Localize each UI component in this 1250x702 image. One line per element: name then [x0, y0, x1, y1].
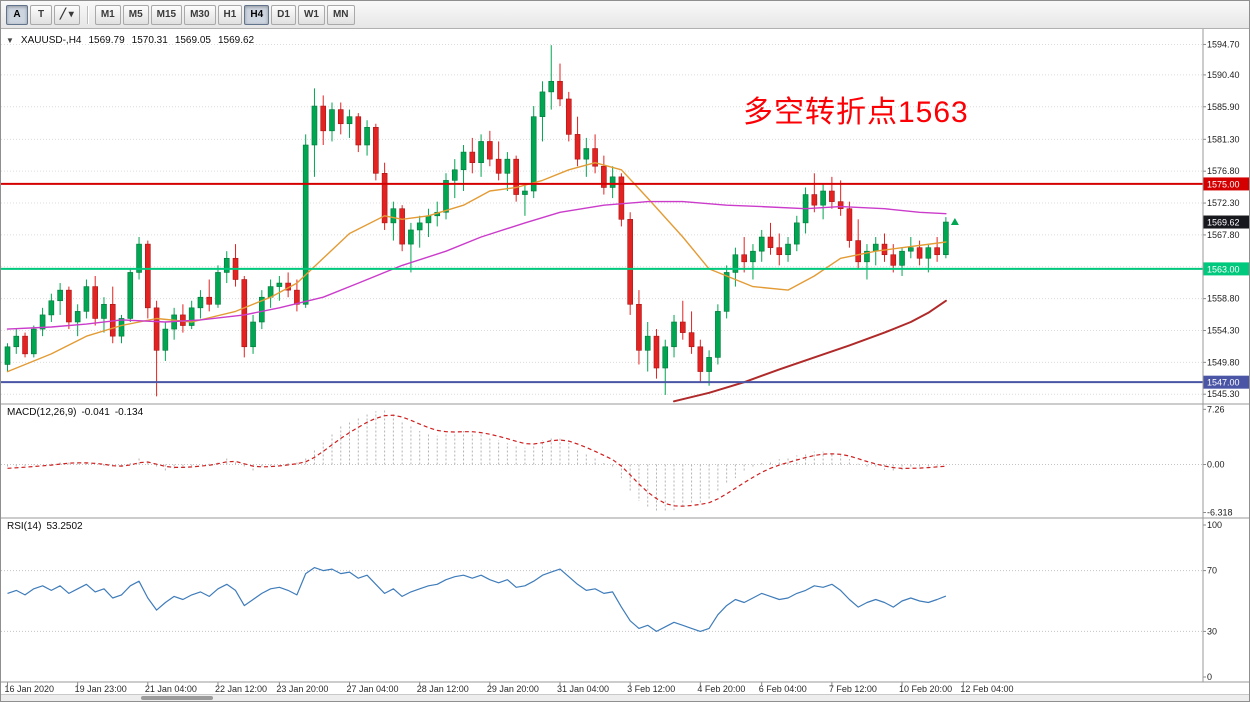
svg-text:3 Feb 12:00: 3 Feb 12:00 [627, 684, 675, 694]
timeframe-button-m5[interactable]: M5 [122, 5, 149, 25]
rsi-panel: 100 70 30 0 [1, 520, 1222, 682]
annotation-tool-button[interactable]: A [6, 5, 28, 25]
timeframe-button-w1[interactable]: W1 [297, 5, 325, 25]
svg-text:1590.40: 1590.40 [1207, 70, 1240, 80]
svg-text:31 Jan 04:00: 31 Jan 04:00 [557, 684, 609, 694]
svg-text:1594.70: 1594.70 [1207, 39, 1240, 49]
cursor-tool-button[interactable]: T [30, 5, 52, 25]
ma-long-darkred [673, 299, 947, 403]
macd-indicator-label: MACD(12,26,9) -0.041 -0.134 [7, 407, 143, 418]
svg-text:7.26: 7.26 [1207, 404, 1225, 414]
svg-text:6 Feb 04:00: 6 Feb 04:00 [759, 684, 807, 694]
quote-bar: ▼ XAUUSD-,H4 1569.79 1570.31 1569.05 156… [6, 35, 254, 46]
time-axis: 16 Jan 2020 19 Jan 23:00 21 Jan 04:00 22 Ja… [5, 682, 1013, 694]
ma-fast-orange [6, 162, 947, 373]
chart-canvas[interactable]: 1594.70 1590.40 1585.90 1581.30 1576.80 1572.… [1, 29, 1250, 702]
price-axis: 1594.70 1590.40 1585.90 1581.30 1576.80 1572.… [1203, 39, 1249, 399]
toolbar: A T ╱ ▾ M1 M5 M15 M30 H1 H4 D1 W1 MN [1, 1, 1249, 29]
svg-text:23 Jan 20:00: 23 Jan 20:00 [276, 684, 328, 694]
svg-text:28 Jan 12:00: 28 Jan 12:00 [417, 684, 469, 694]
macd-main-value: -0.041 [81, 407, 110, 418]
svg-text:1567.80: 1567.80 [1207, 230, 1240, 240]
svg-text:0.00: 0.00 [1207, 460, 1225, 470]
svg-text:21 Jan 04:00: 21 Jan 04:00 [145, 684, 197, 694]
ma-slow-magenta [6, 200, 947, 330]
level-lines-layer [1, 182, 1203, 384]
rsi-indicator-label: RSI(14) 53.2502 [7, 521, 83, 532]
svg-text:16 Jan 2020: 16 Jan 2020 [5, 684, 55, 694]
svg-text:1547.00: 1547.00 [1207, 378, 1240, 388]
quote-close: 1569.62 [217, 35, 255, 46]
marker-layer [950, 218, 959, 226]
macd-panel: 7.26 0.00 -6.318 [1, 404, 1233, 518]
scrollbar-thumb[interactable] [141, 696, 213, 700]
svg-text:7 Feb 12:00: 7 Feb 12:00 [829, 684, 877, 694]
svg-text:1569.62: 1569.62 [1207, 218, 1240, 228]
grid-layer [1, 43, 1203, 395]
timeframe-button-d1[interactable]: D1 [271, 5, 296, 25]
separators [1, 29, 1249, 683]
svg-text:12 Feb 04:00: 12 Feb 04:00 [960, 684, 1013, 694]
quote-high: 1570.31 [131, 35, 168, 46]
svg-text:-6.318: -6.318 [1207, 508, 1233, 518]
svg-text:0: 0 [1207, 672, 1212, 682]
quote-open: 1569.79 [88, 35, 125, 46]
svg-text:19 Jan 23:00: 19 Jan 23:00 [75, 684, 127, 694]
quote-low: 1569.05 [174, 35, 211, 46]
svg-text:1575.00: 1575.00 [1207, 179, 1240, 189]
buy-arrow-icon [950, 218, 959, 226]
timeframe-button-h1[interactable]: H1 [217, 5, 243, 25]
rsi-value: 53.2502 [46, 521, 83, 532]
line-tool-dropdown[interactable]: ╱ ▾ [54, 5, 80, 25]
macd-title: MACD(12,26,9) [7, 407, 77, 418]
timeframe-buttons-group: M1 M5 M15 M30 H1 H4 D1 W1 MN [94, 4, 356, 25]
svg-text:10 Feb 20:00: 10 Feb 20:00 [899, 684, 952, 694]
collapse-chart-icon[interactable]: ▼ [6, 36, 14, 45]
timeframe-button-m30[interactable]: M30 [184, 5, 216, 25]
horizontal-scrollbar[interactable] [1, 694, 1249, 701]
timeframe-button-mn[interactable]: MN [326, 5, 355, 25]
timeframe-button-m1[interactable]: M1 [94, 5, 121, 25]
svg-text:30: 30 [1207, 626, 1217, 636]
svg-text:4 Feb 20:00: 4 Feb 20:00 [697, 684, 745, 694]
svg-text:1585.90: 1585.90 [1207, 102, 1240, 112]
toolbar-separator [86, 5, 88, 24]
svg-text:1572.30: 1572.30 [1207, 198, 1240, 208]
drawing-tools-group: A T ╱ ▾ [5, 4, 81, 25]
svg-text:22 Jan 12:00: 22 Jan 12:00 [215, 684, 267, 694]
svg-text:1581.30: 1581.30 [1207, 134, 1240, 144]
svg-text:1563.00: 1563.00 [1207, 264, 1240, 274]
svg-text:1554.30: 1554.30 [1207, 325, 1240, 335]
svg-text:27 Jan 04:00: 27 Jan 04:00 [347, 684, 399, 694]
svg-text:1558.80: 1558.80 [1207, 294, 1240, 304]
svg-text:1576.80: 1576.80 [1207, 166, 1240, 176]
macd-signal-value: -0.134 [114, 407, 144, 418]
timeframe-button-h4[interactable]: H4 [244, 5, 270, 25]
svg-text:70: 70 [1207, 566, 1217, 576]
symbol-label: XAUUSD-,H4 [20, 35, 82, 46]
moving-averages-layer [6, 162, 947, 403]
rsi-title: RSI(14) [7, 521, 42, 532]
svg-text:1549.80: 1549.80 [1207, 357, 1240, 367]
timeframe-button-m15[interactable]: M15 [150, 5, 183, 25]
svg-text:1545.30: 1545.30 [1207, 389, 1240, 399]
svg-text:29 Jan 20:00: 29 Jan 20:00 [487, 684, 539, 694]
chart-annotation-text: 多空转折点1563 [743, 96, 969, 129]
svg-text:100: 100 [1207, 520, 1222, 530]
